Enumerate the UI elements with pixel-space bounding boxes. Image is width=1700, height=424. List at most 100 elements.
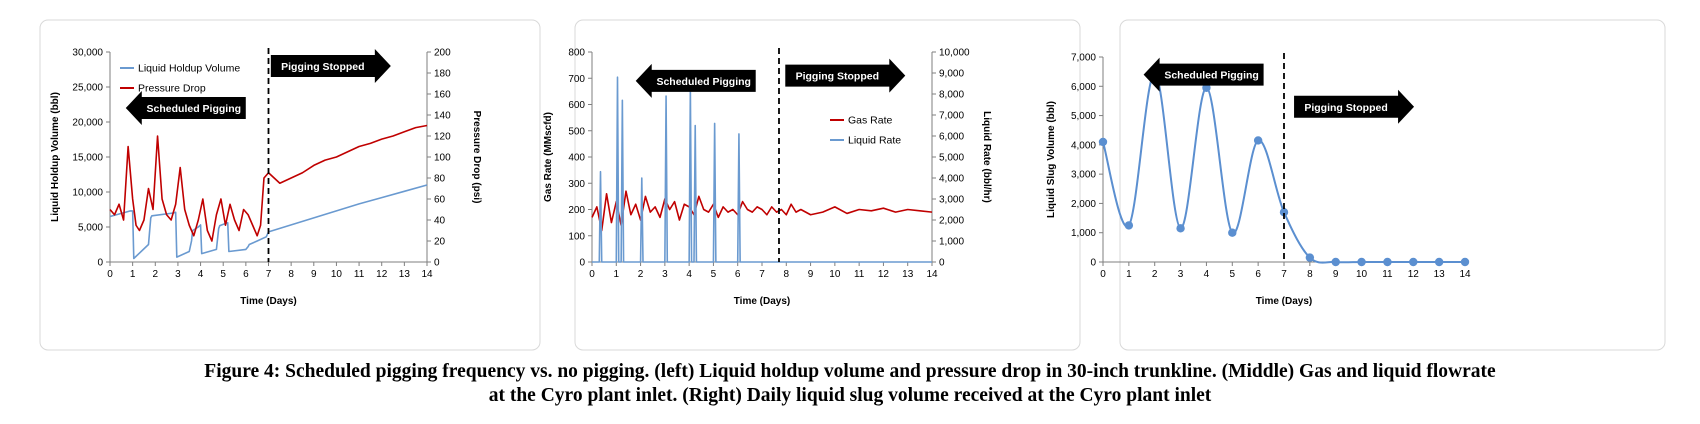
caption-line-1: Figure 4: Scheduled pigging frequency vs… bbox=[204, 361, 1496, 382]
middle-series-gas-rate-line bbox=[591, 190, 933, 232]
right-y-tick-label: 0 bbox=[1090, 258, 1096, 269]
middle-x-tick-label: 11 bbox=[854, 269, 865, 280]
left-x-tick-label: 12 bbox=[376, 269, 388, 280]
left-y-axis-title: Liquid Holdup Volume (bbl) bbox=[50, 92, 61, 222]
right-y-tick-label: 7,000 bbox=[1071, 53, 1096, 64]
left-y2-tick-label: 20 bbox=[434, 237, 446, 248]
middle-x-tick-label: 9 bbox=[808, 269, 814, 280]
middle-y2-tick-label: 9,000 bbox=[939, 69, 964, 80]
left-scheduled-pigging-arrow bbox=[125, 91, 246, 125]
right-x-axis-title: Time (Days) bbox=[1256, 296, 1313, 307]
middle-y2-tick-label: 4,000 bbox=[939, 174, 964, 185]
left-y-tick-label: 30,000 bbox=[72, 48, 103, 59]
middle-y-tick-label: 100 bbox=[568, 231, 585, 242]
left-y-tick-label: 15,000 bbox=[72, 153, 103, 164]
middle-y-tick-label: 0 bbox=[579, 258, 585, 269]
middle-y2-tick-label: 0 bbox=[939, 258, 945, 269]
middle-scheduled-pigging-arrow bbox=[635, 63, 756, 98]
figure-charts: 0 1 2 3 4 5 6 7 8 9 10 11 12 13 1405,00010,00015,00020… bbox=[39, 19, 1666, 351]
right-data-point bbox=[1253, 136, 1263, 145]
left-y2-tick-label: 0 bbox=[434, 258, 440, 269]
right-panel-frame bbox=[1119, 19, 1666, 351]
middle-y2-axis-title: Liquid Rate (bbl/hr) bbox=[981, 111, 992, 203]
left-y-tick-label: 10,000 bbox=[72, 188, 103, 199]
left-x-tick-label: 1 bbox=[130, 269, 136, 280]
middle-x-tick-label: 3 bbox=[662, 269, 668, 280]
middle-x-tick-label: 2 bbox=[638, 269, 644, 280]
middle-x-axis-title: Time (Days) bbox=[734, 296, 791, 307]
right-data-point bbox=[1460, 257, 1470, 267]
middle-series-liquid-rate-line bbox=[592, 76, 932, 263]
right-data-point bbox=[1305, 253, 1315, 262]
right-data-point bbox=[1331, 257, 1340, 267]
right-x-tick-label: 0 bbox=[1100, 269, 1106, 280]
left-y2-tick-label: 80 bbox=[434, 174, 446, 185]
left-y2-tick-label: 100 bbox=[434, 153, 451, 164]
right-x-tick-label: 13 bbox=[1434, 269, 1446, 280]
right-pigging-stopped-label: Pigging Stopped bbox=[1304, 102, 1387, 114]
left-x-tick-label: 11 bbox=[354, 269, 365, 280]
right-scheduled-pigging-arrow bbox=[1143, 57, 1264, 92]
middle-y-axis-title: Gas Rate (MMscfd) bbox=[543, 112, 554, 202]
left-scheduled-pigging-label: Scheduled Pigging bbox=[147, 103, 242, 115]
right-y-tick-label: 2,000 bbox=[1071, 199, 1096, 210]
left-series-pressure-drop-line bbox=[109, 124, 428, 242]
left-y2-tick-label: 140 bbox=[434, 111, 451, 122]
left-x-tick-label: 2 bbox=[153, 269, 159, 280]
left-y2-tick-label: 40 bbox=[434, 216, 446, 227]
right-x-tick-label: 4 bbox=[1204, 269, 1210, 280]
left-y2-tick-label: 120 bbox=[434, 132, 451, 143]
right-y-tick-label: 3,000 bbox=[1071, 170, 1096, 181]
right-data-point bbox=[1124, 221, 1134, 230]
left-y2-tick-label: 160 bbox=[434, 90, 451, 101]
left-x-tick-label: 0 bbox=[107, 269, 113, 280]
middle-x-tick-label: 6 bbox=[735, 269, 741, 280]
middle-x-tick-label: 12 bbox=[878, 269, 890, 280]
right-chart: 0 1 2 3 4 5 6 7 8 9 10 11 12 13 1401,0002,0003,0004,00… bbox=[1046, 53, 1471, 308]
left-y2-tick-label: 60 bbox=[434, 195, 446, 206]
left-y2-tick-label: 200 bbox=[434, 48, 451, 59]
middle-y-tick-label: 400 bbox=[568, 153, 585, 164]
middle-y2-tick-label: 10,000 bbox=[939, 48, 970, 59]
middle-x-tick-label: 8 bbox=[784, 269, 790, 280]
middle-y2-tick-label: 2,000 bbox=[939, 216, 964, 227]
left-x-tick-label: 10 bbox=[331, 269, 343, 280]
left-x-tick-label: 13 bbox=[399, 269, 411, 280]
middle-y2-tick-label: 5,000 bbox=[939, 153, 964, 164]
left-x-tick-label: 3 bbox=[175, 269, 181, 280]
left-y-tick-label: 5,000 bbox=[78, 223, 103, 234]
left-x-tick-label: 9 bbox=[311, 269, 317, 280]
right-pigging-stopped-arrow bbox=[1294, 89, 1415, 124]
left-pigging-stopped-label: Pigging Stopped bbox=[281, 61, 364, 73]
right-y-tick-label: 1,000 bbox=[1071, 228, 1096, 239]
right-y-tick-label: 5,000 bbox=[1071, 111, 1096, 122]
right-data-point bbox=[1383, 257, 1392, 267]
left-x-tick-label: 14 bbox=[421, 269, 433, 280]
left-x-axis-title: Time (Days) bbox=[240, 296, 297, 307]
left-y2-tick-label: 180 bbox=[434, 69, 451, 80]
middle-y2-tick-label: 3,000 bbox=[939, 195, 964, 206]
middle-x-tick-label: 10 bbox=[829, 269, 841, 280]
middle-y-tick-label: 800 bbox=[568, 48, 585, 59]
right-data-point bbox=[1357, 257, 1366, 267]
right-data-point bbox=[1202, 83, 1211, 92]
middle-pigging-stopped-label: Pigging Stopped bbox=[796, 71, 879, 83]
middle-x-tick-label: 0 bbox=[589, 269, 595, 280]
left-y-tick-label: 20,000 bbox=[72, 118, 103, 129]
left-x-tick-label: 5 bbox=[220, 269, 226, 280]
middle-panel-frame bbox=[574, 19, 1081, 351]
right-scheduled-pigging-label: Scheduled Pigging bbox=[1164, 70, 1259, 82]
middle-y2-tick-label: 1,000 bbox=[939, 237, 964, 248]
right-x-tick-label: 2 bbox=[1152, 269, 1158, 280]
middle-y2-tick-label: 7,000 bbox=[939, 111, 964, 122]
right-data-point bbox=[1279, 208, 1289, 217]
left-x-tick-label: 6 bbox=[243, 269, 249, 280]
right-data-point bbox=[1409, 257, 1418, 267]
middle-scheduled-pigging-label: Scheduled Pigging bbox=[656, 76, 751, 88]
right-x-tick-label: 1 bbox=[1126, 269, 1132, 280]
right-data-point bbox=[1228, 228, 1237, 237]
left-y2-axis-title: Pressure Drop (psi) bbox=[471, 111, 482, 204]
right-data-point bbox=[1098, 137, 1108, 147]
middle-y-tick-label: 600 bbox=[568, 100, 585, 111]
middle-legend-label: Gas Rate bbox=[848, 115, 893, 127]
